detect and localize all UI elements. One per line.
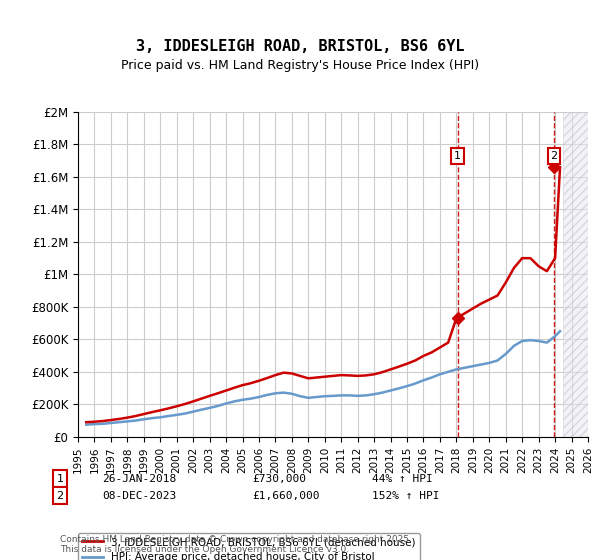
Text: 2: 2 [56, 491, 64, 501]
Bar [563, 112, 588, 437]
Text: £1,660,000: £1,660,000 [252, 491, 320, 501]
Legend: 3, IDDESLEIGH ROAD, BRISTOL, BS6 6YL (detached house), HPI: Average price, detac: 3, IDDESLEIGH ROAD, BRISTOL, BS6 6YL (de… [78, 533, 420, 560]
Text: 152% ↑ HPI: 152% ↑ HPI [372, 491, 439, 501]
Text: 44% ↑ HPI: 44% ↑ HPI [372, 474, 433, 484]
Text: Price paid vs. HM Land Registry's House Price Index (HPI): Price paid vs. HM Land Registry's House … [121, 59, 479, 72]
Text: 1: 1 [454, 151, 461, 161]
Text: 2: 2 [551, 151, 557, 161]
Text: 26-JAN-2018: 26-JAN-2018 [102, 474, 176, 484]
Text: £730,000: £730,000 [252, 474, 306, 484]
Text: Contains HM Land Registry data © Crown copyright and database right 2025.
This d: Contains HM Land Registry data © Crown c… [60, 535, 412, 554]
Text: 3, IDDESLEIGH ROAD, BRISTOL, BS6 6YL: 3, IDDESLEIGH ROAD, BRISTOL, BS6 6YL [136, 39, 464, 54]
Text: 08-DEC-2023: 08-DEC-2023 [102, 491, 176, 501]
Text: 1: 1 [56, 474, 64, 484]
